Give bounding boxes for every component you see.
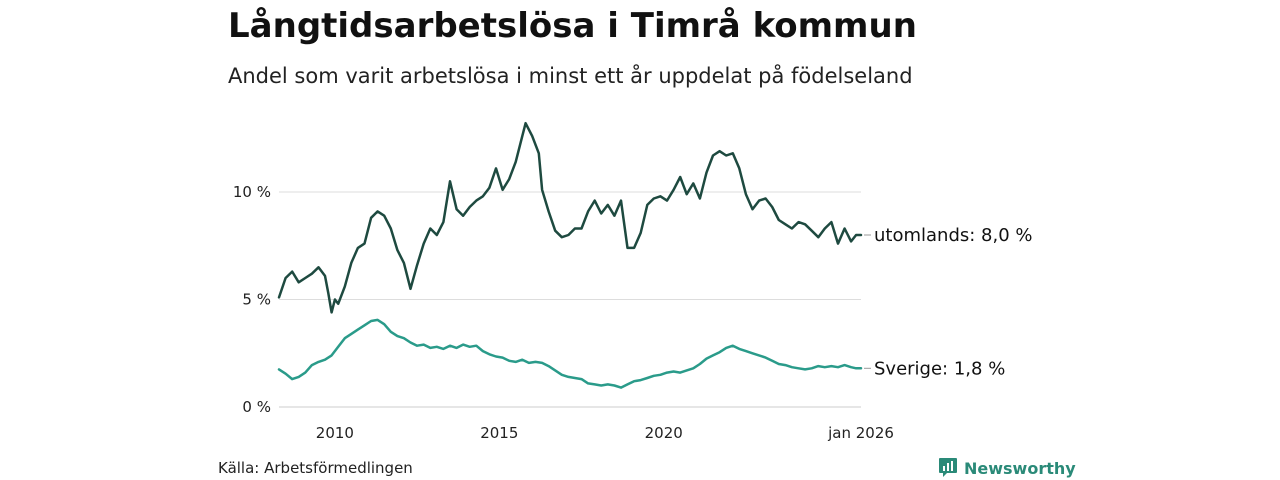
newsworthy-icon <box>939 458 957 477</box>
brand-logo[interactable]: Newsworthy <box>938 456 1076 480</box>
brand-name: Newsworthy <box>964 458 1076 478</box>
chart-title: Långtidsarbetslösa i Timrå kommun <box>228 6 917 46</box>
end-label-sverige: Sverige: 1,8 % <box>874 358 1005 379</box>
y-tick-label: 10 % <box>233 183 271 201</box>
x-tick-label: 2010 <box>316 424 354 442</box>
y-tick-label: 0 % <box>242 398 271 416</box>
source-note: Källa: Arbetsförmedlingen <box>218 459 413 477</box>
series-line-utomlands <box>277 121 863 314</box>
series-line-sverige <box>277 318 863 389</box>
x-tick-label: jan 2026 <box>827 424 894 442</box>
y-tick-label: 5 % <box>242 291 271 309</box>
chart-subtitle: Andel som varit arbetslösa i minst ett å… <box>228 64 913 88</box>
x-tick-label: 2015 <box>480 424 518 442</box>
x-tick-label: 2020 <box>645 424 683 442</box>
end-label-utomlands: utomlands: 8,0 % <box>874 225 1033 246</box>
